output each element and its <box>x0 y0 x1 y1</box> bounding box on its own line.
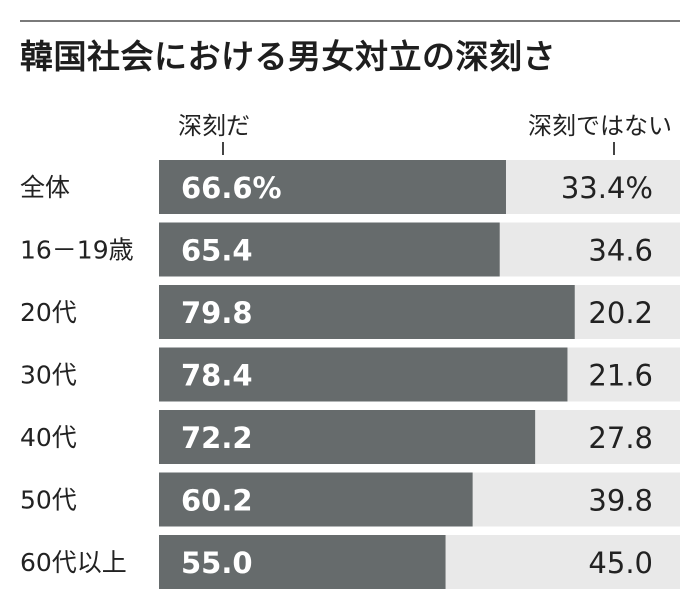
value-label-serious: 78.4 <box>181 359 253 393</box>
category-label: 全体 <box>20 173 70 202</box>
value-label-serious: 65.4 <box>181 234 253 268</box>
value-label-not-serious: 27.8 <box>588 421 653 455</box>
value-label-not-serious: 45.0 <box>588 546 653 580</box>
legend-tick-not-serious <box>613 142 615 155</box>
bar-not-serious <box>505 160 680 214</box>
bar-not-serious <box>472 472 680 527</box>
bar-not-serious <box>535 410 680 464</box>
value-label-serious: 55.0 <box>181 546 253 580</box>
bar-not-serious <box>567 347 680 402</box>
bar-serious <box>159 160 506 214</box>
value-label-serious: 79.8 <box>181 296 253 330</box>
chart-title: 韓国社会における男女対立の深刻さ <box>20 37 556 76</box>
category-label: 40代 <box>20 423 77 452</box>
legend-tick-serious <box>222 142 224 155</box>
bar-serious <box>159 222 500 277</box>
bar-serious <box>159 410 536 464</box>
bar-not-serious <box>445 535 680 589</box>
value-label-not-serious: 33.4% <box>561 171 653 205</box>
category-label: 50代 <box>20 486 77 515</box>
bar-serious <box>159 472 473 527</box>
category-label: 20代 <box>20 298 77 327</box>
value-label-not-serious: 21.6 <box>588 359 653 393</box>
bar-serious <box>159 535 446 589</box>
value-label-serious: 72.2 <box>181 421 253 455</box>
category-label: 30代 <box>20 361 77 390</box>
category-label: 16－19歳 <box>20 236 134 265</box>
value-label-not-serious: 34.6 <box>588 234 653 268</box>
category-label: 60代以上 <box>20 548 127 577</box>
value-label-serious: 66.6% <box>181 171 282 205</box>
legend-not-serious: 深刻ではない <box>528 112 672 140</box>
bar-serious <box>159 347 568 402</box>
top-rule <box>20 20 680 22</box>
legend-serious: 深刻だ <box>178 112 250 140</box>
value-label-not-serious: 39.8 <box>588 484 653 518</box>
value-label-not-serious: 20.2 <box>588 296 653 330</box>
bar-not-serious <box>499 222 680 277</box>
bar-serious <box>159 285 575 339</box>
bar-not-serious <box>574 285 680 339</box>
value-label-serious: 60.2 <box>181 484 253 518</box>
